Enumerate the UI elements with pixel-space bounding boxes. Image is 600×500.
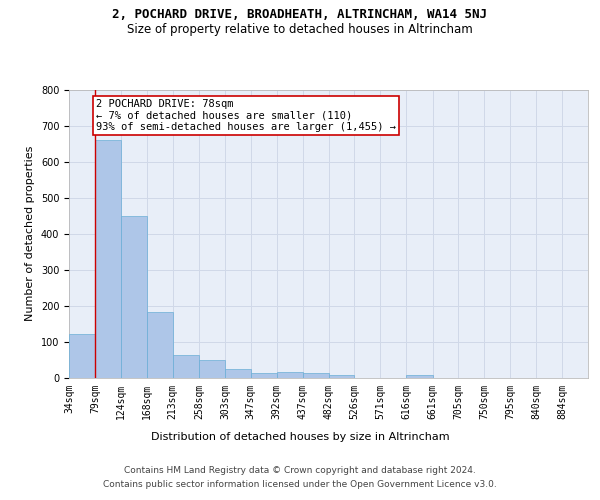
Bar: [277, 372, 302, 378]
Bar: [251, 373, 277, 378]
Text: Contains public sector information licensed under the Open Government Licence v3: Contains public sector information licen…: [103, 480, 497, 489]
Bar: [147, 312, 173, 378]
Bar: [69, 334, 95, 378]
Text: Size of property relative to detached houses in Altrincham: Size of property relative to detached ho…: [127, 22, 473, 36]
Bar: [225, 368, 251, 378]
Text: Contains HM Land Registry data © Crown copyright and database right 2024.: Contains HM Land Registry data © Crown c…: [124, 466, 476, 475]
Text: 2, POCHARD DRIVE, BROADHEATH, ALTRINCHAM, WA14 5NJ: 2, POCHARD DRIVE, BROADHEATH, ALTRINCHAM…: [113, 8, 487, 20]
Y-axis label: Number of detached properties: Number of detached properties: [25, 146, 35, 322]
Text: Distribution of detached houses by size in Altrincham: Distribution of detached houses by size …: [151, 432, 449, 442]
Bar: [173, 355, 199, 378]
Bar: [95, 140, 121, 378]
Bar: [406, 374, 433, 378]
Bar: [302, 373, 329, 378]
Bar: [121, 216, 147, 378]
Bar: [329, 374, 355, 378]
Text: 2 POCHARD DRIVE: 78sqm
← 7% of detached houses are smaller (110)
93% of semi-det: 2 POCHARD DRIVE: 78sqm ← 7% of detached …: [95, 99, 395, 132]
Bar: [199, 360, 225, 378]
